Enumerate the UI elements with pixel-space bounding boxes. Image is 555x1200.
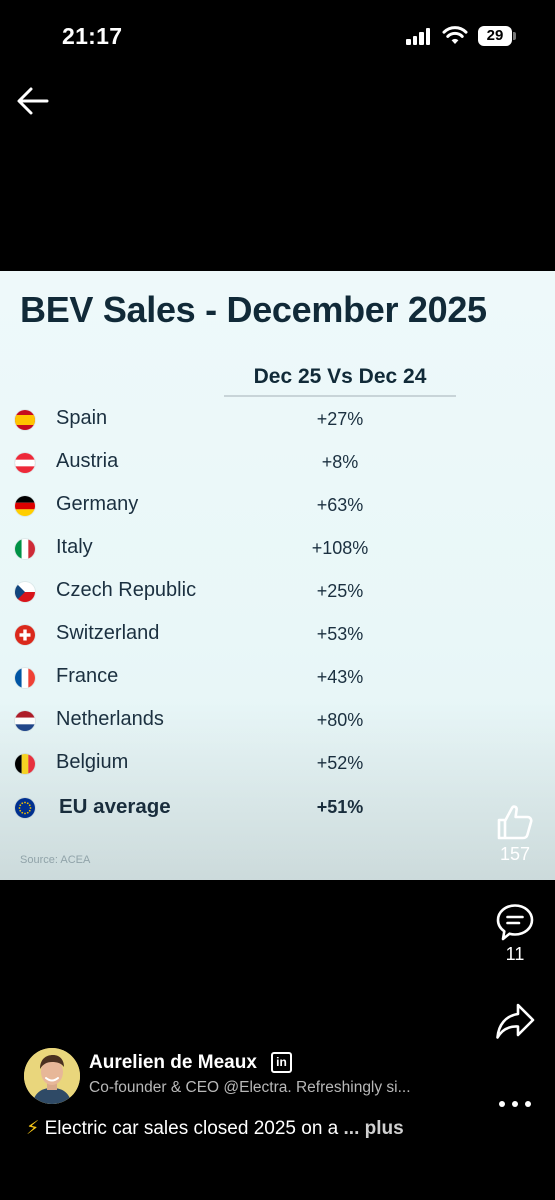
back-arrow-icon[interactable] [16,86,50,116]
wifi-icon [442,26,468,44]
lightning-icon: ⚡ [26,1118,40,1139]
flag-switzerland-icon [15,625,35,645]
more-options-icon[interactable] [498,1094,532,1114]
caption-text: Electric car sales closed 2025 on a [44,1118,339,1139]
table-row: Belgium +52% [0,750,555,780]
flag-eu-icon [15,798,35,818]
linkedin-badge-icon: in [271,1052,292,1073]
like-count: 157 [499,844,531,864]
total-value: +51% [316,797,364,817]
change-value: +8% [321,452,359,472]
share-button[interactable] [488,1000,542,1042]
author-avatar[interactable] [24,1048,80,1104]
like-button[interactable]: 157 [488,802,542,865]
status-time: 21:17 [62,23,123,49]
flag-austria-icon [15,453,35,473]
comment-count: 11 [505,944,525,964]
table-row: Spain +27% [0,406,555,436]
author-headline: Co-founder & CEO @Electra. Refreshingly … [89,1079,411,1096]
column-header: Dec 25 Vs Dec 24 [253,365,427,388]
share-icon [496,1003,535,1039]
country-name: Czech Republic [56,579,197,601]
flag-czech-republic-icon [15,582,35,602]
flag-spain-icon [15,410,35,430]
change-value: +53% [316,624,364,644]
flag-netherlands-icon [15,711,35,731]
infographic-title: BEV Sales - December 2025 [20,289,487,330]
battery-icon: 29 [478,26,516,46]
country-name: Italy [56,536,93,558]
country-name: Switzerland [56,622,160,644]
source-note: Source: ACEA [20,854,91,866]
flag-italy-icon [15,539,35,559]
country-name: Germany [56,493,139,515]
country-name: Belgium [56,751,129,773]
signal-icon [406,27,432,45]
table-row: Switzerland +53% [0,621,555,651]
header-divider [224,395,456,397]
flag-france-icon [15,668,35,688]
flag-belgium-icon [15,754,35,774]
post-caption[interactable]: ⚡ Electric car sales closed 2025 on a ..… [26,1117,404,1140]
thumbs-up-icon [497,805,533,840]
total-label: EU average [59,795,171,818]
change-value: +43% [316,667,364,687]
change-value: +27% [316,409,364,429]
change-value: +108% [311,538,369,558]
comment-button[interactable]: 11 [488,902,542,965]
change-value: +80% [316,710,364,730]
flag-germany-icon [15,496,35,516]
battery-level: 29 [478,26,512,46]
change-value: +25% [316,581,364,601]
post-image[interactable]: BEV Sales - December 2025 Dec 25 Vs Dec … [0,271,555,880]
table-row: Austria +8% [0,449,555,479]
table-row: France +43% [0,664,555,694]
country-name: Austria [56,450,119,472]
total-row: EU average +51% [0,794,555,824]
see-more-link[interactable]: ... plus [343,1118,404,1139]
country-name: France [56,665,119,687]
table-row: Netherlands +80% [0,707,555,737]
change-value: +63% [316,495,364,515]
author-name[interactable]: Aurelien de Meaux [89,1052,257,1073]
change-value: +52% [316,753,364,773]
country-name: Spain [56,407,108,429]
comment-icon [496,904,534,941]
table-row: Czech Republic +25% [0,578,555,608]
country-name: Netherlands [56,708,164,730]
table-row: Germany +63% [0,492,555,522]
table-row: Italy +108% [0,535,555,565]
